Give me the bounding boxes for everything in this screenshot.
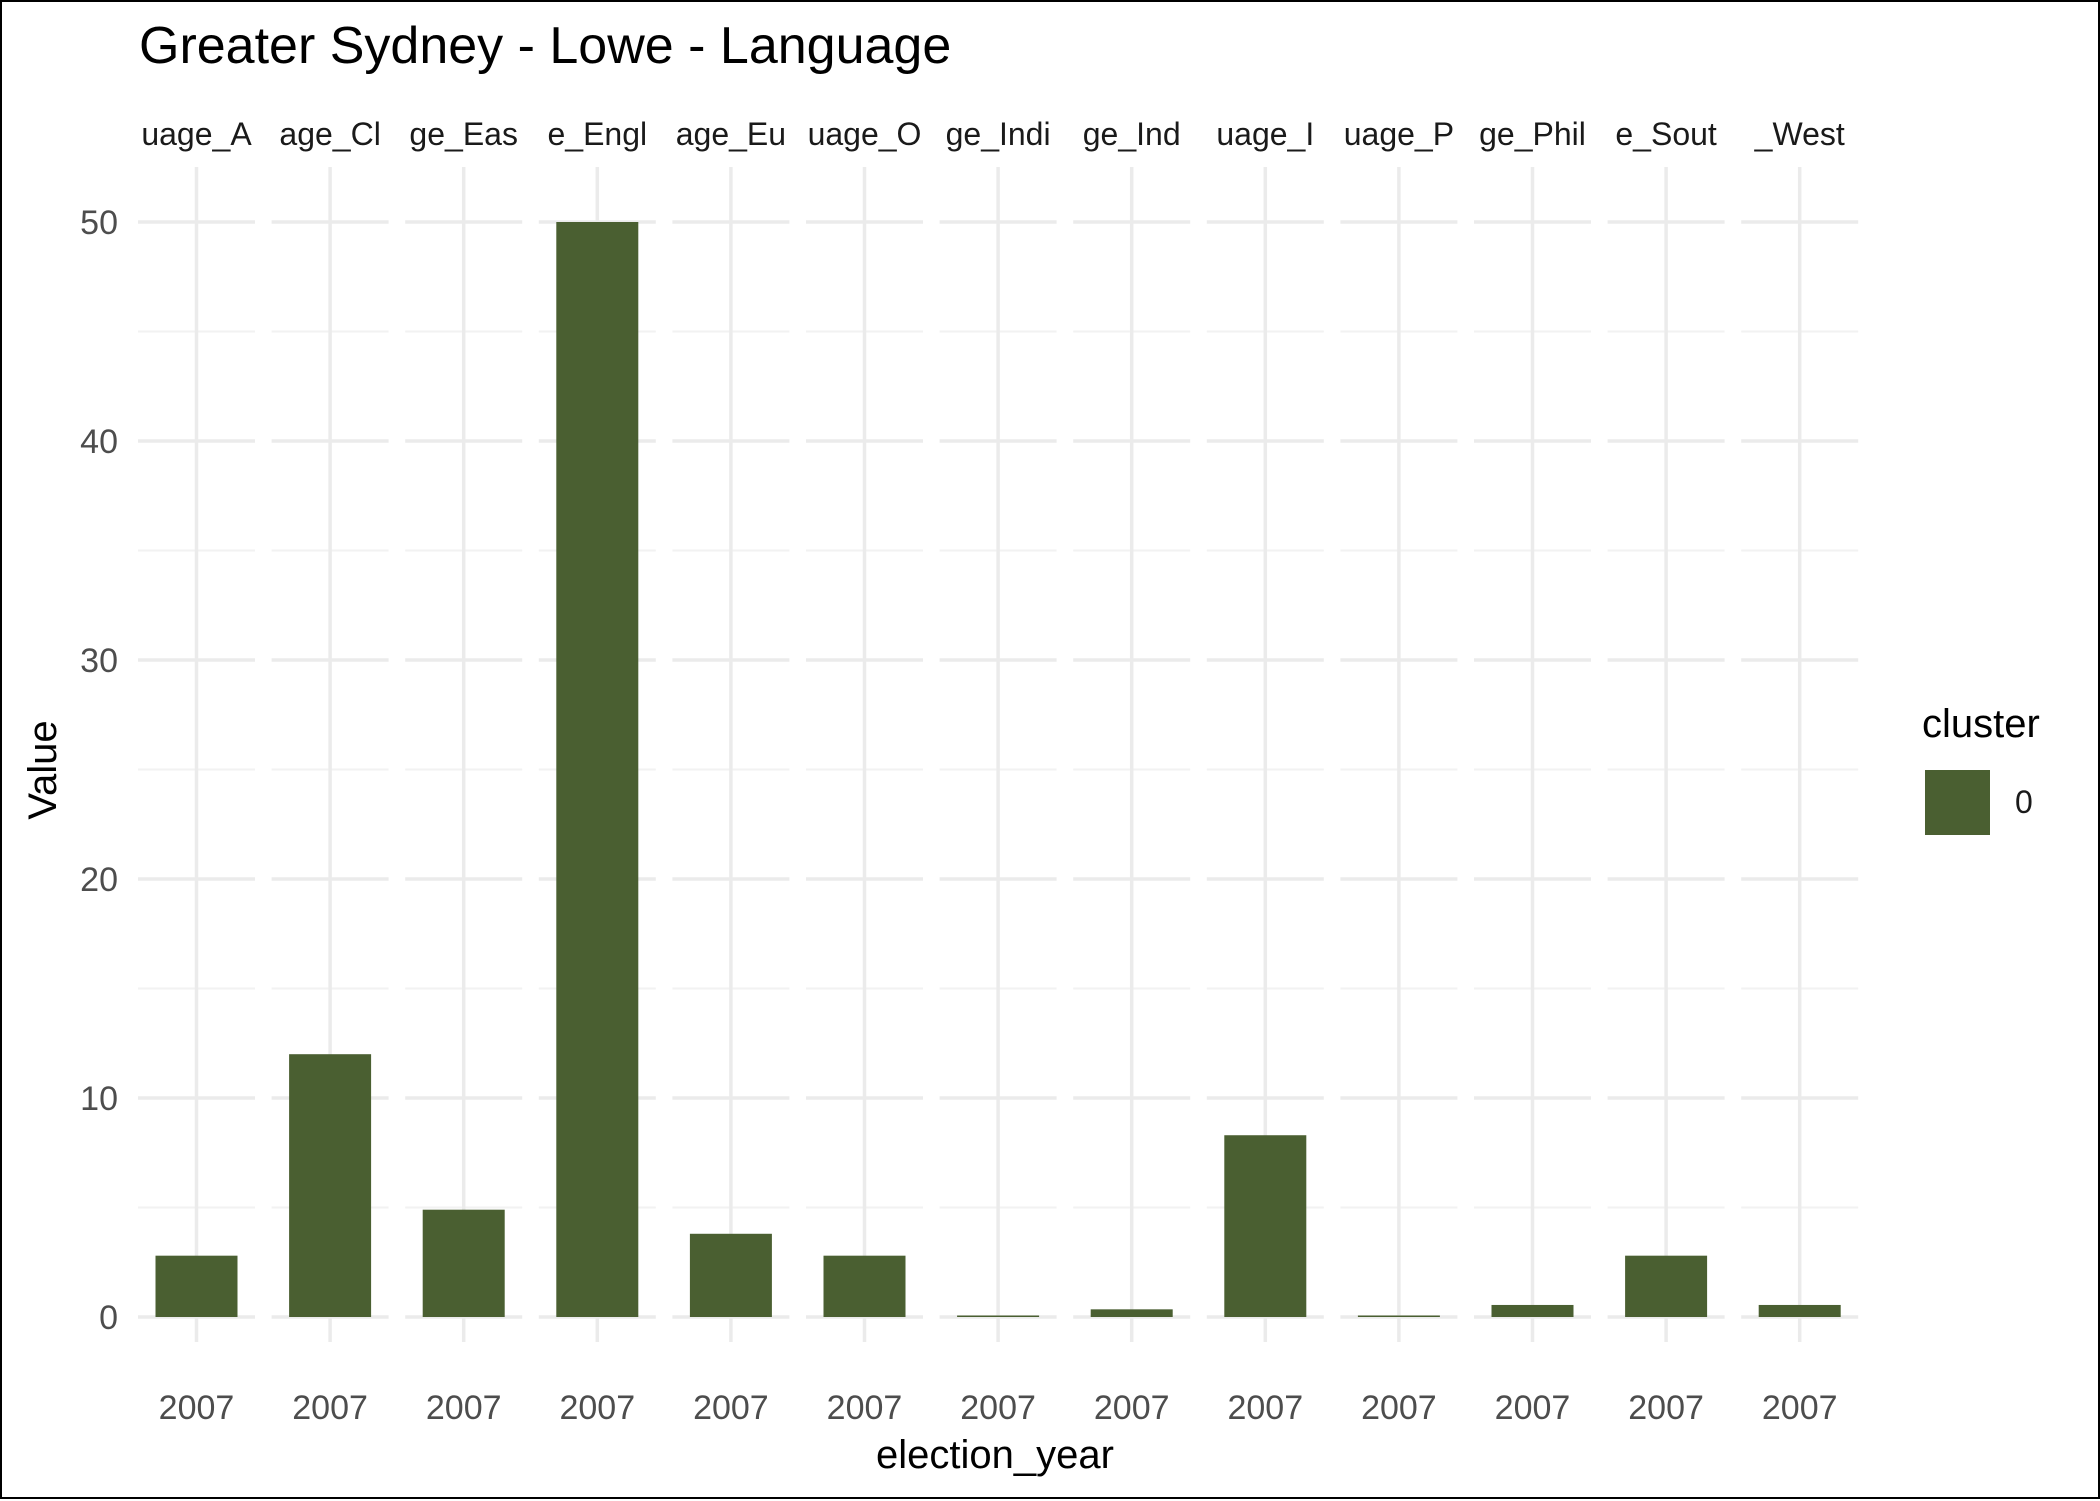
facet-strip-label: age_Eu xyxy=(676,116,786,152)
x-tick-label: 2007 xyxy=(1227,1389,1303,1427)
x-tick-label: 2007 xyxy=(1762,1389,1838,1427)
legend: cluster 0 xyxy=(1922,702,2040,835)
facet-panel: ge_Ind 2007 xyxy=(1073,116,1191,1427)
facet-panel: age_Cl 2007 xyxy=(271,116,389,1427)
y-tick-label: 40 xyxy=(80,423,118,461)
y-axis-ticks: 0 10 20 30 40 50 xyxy=(80,204,118,1337)
facet-strip-label: age_Cl xyxy=(279,116,380,152)
facet-panel: uage_A 2007 xyxy=(138,116,255,1427)
facet-strip-label: e_Sout xyxy=(1615,116,1717,152)
facet-strip-label: e_Engl xyxy=(547,116,647,152)
y-tick-label: 20 xyxy=(80,861,118,899)
x-tick-label: 2007 xyxy=(1495,1389,1571,1427)
facet-panel: e_Engl 2007 xyxy=(538,116,656,1427)
facet-strip-label: ge_Ind xyxy=(1083,116,1181,152)
chart-title: Greater Sydney - Lowe - Language xyxy=(139,17,951,75)
facet-panel: ge_Phil 2007 xyxy=(1474,116,1591,1427)
facet-strip-label: uage_A xyxy=(141,116,252,152)
bar xyxy=(1625,1255,1708,1317)
y-tick-label: 0 xyxy=(99,1299,118,1337)
x-tick-label: 2007 xyxy=(1361,1389,1437,1427)
facet-panel: ge_Indi 2007 xyxy=(939,116,1057,1427)
legend-key-swatch xyxy=(1925,770,1990,835)
bar xyxy=(1090,1309,1173,1317)
facet-strip-label: uage_O xyxy=(808,116,922,152)
bar xyxy=(155,1255,238,1317)
x-tick-label: 2007 xyxy=(1628,1389,1704,1427)
bar xyxy=(823,1255,906,1317)
x-tick-label: 2007 xyxy=(159,1389,235,1427)
facet-panel: e_Sout 2007 xyxy=(1607,116,1725,1427)
x-tick-label: 2007 xyxy=(426,1389,502,1427)
x-tick-label: 2007 xyxy=(559,1389,635,1427)
bar xyxy=(1224,1135,1307,1317)
x-tick-label: 2007 xyxy=(693,1389,769,1427)
facet-panel: uage_I 2007 xyxy=(1206,116,1324,1427)
facet-panel: ge_Eas 2007 xyxy=(405,116,523,1427)
y-tick-label: 10 xyxy=(80,1080,118,1118)
legend-key-label: 0 xyxy=(2015,784,2033,820)
bar xyxy=(1758,1304,1841,1317)
bar xyxy=(422,1209,505,1317)
bar xyxy=(689,1233,772,1317)
facet-strip-label: ge_Phil xyxy=(1479,116,1586,152)
y-tick-label: 30 xyxy=(80,642,118,680)
facet-strip-label: _West xyxy=(1754,116,1845,152)
facet-panels: uage_A 2007 age_Cl 2007 ge_Eas 2007 e_Engl 2007… xyxy=(138,116,1859,1427)
x-tick-label: 2007 xyxy=(960,1389,1036,1427)
facet-panel: uage_O 2007 xyxy=(806,116,923,1427)
x-tick-label: 2007 xyxy=(1094,1389,1170,1427)
facet-strip-label: uage_I xyxy=(1216,116,1314,152)
x-axis-title: election_year xyxy=(876,1433,1114,1477)
bar xyxy=(556,222,639,1317)
bar xyxy=(957,1315,1040,1317)
facet-strip-label: ge_Indi xyxy=(946,116,1051,152)
facet-panel: uage_P 2007 xyxy=(1340,116,1458,1427)
bar xyxy=(1491,1304,1574,1317)
bar xyxy=(289,1054,372,1317)
facet-strip-label: ge_Eas xyxy=(409,116,518,152)
legend-title: cluster xyxy=(1922,702,2040,746)
y-axis-title: Value xyxy=(21,720,65,819)
facet-panel: age_Eu 2007 xyxy=(672,116,790,1427)
x-tick-label: 2007 xyxy=(292,1389,368,1427)
facet-strip-label: uage_P xyxy=(1344,116,1454,152)
y-tick-label: 50 xyxy=(80,204,118,242)
facet-panel: _West 2007 xyxy=(1741,116,1859,1427)
x-tick-label: 2007 xyxy=(827,1389,903,1427)
bar xyxy=(1357,1315,1440,1317)
